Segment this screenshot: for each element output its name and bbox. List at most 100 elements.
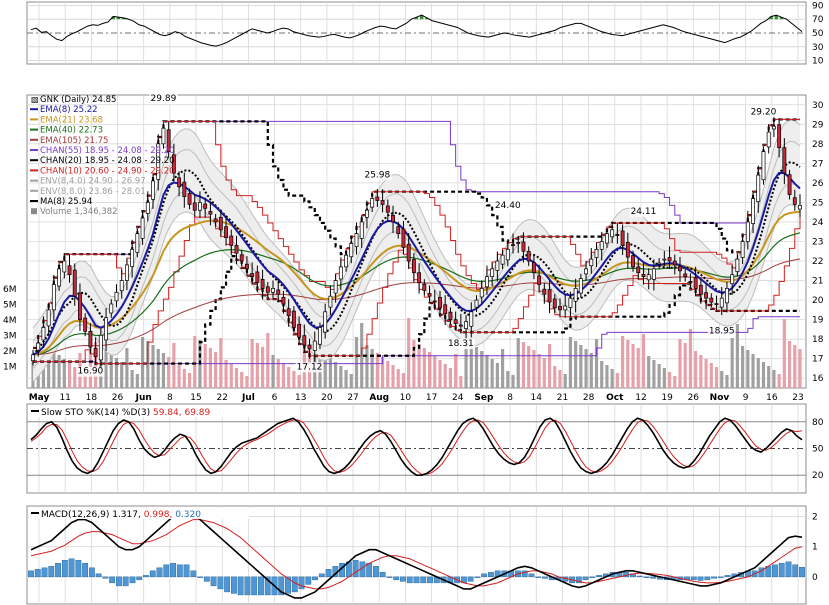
legend-item: Volume 1,346,382: [31, 207, 118, 217]
macd-histogram-bar: [237, 576, 244, 596]
macd-histogram-bar: [41, 567, 48, 578]
macd-histogram-bar: [170, 563, 176, 578]
macd-histogram-bar: [305, 576, 312, 585]
candle-body: [479, 288, 484, 298]
envelope-8-lower: [32, 204, 801, 383]
candle-body: [511, 244, 515, 246]
volume-bar: [751, 354, 755, 388]
envelope-4-lower: [32, 183, 801, 369]
volume-bar: [673, 376, 677, 388]
candle-body: [709, 297, 714, 303]
macd-histogram-bar: [413, 576, 420, 584]
volume-bar: [501, 349, 505, 388]
candle-body: [432, 300, 437, 303]
x-axis-label: 28: [583, 393, 595, 403]
macd-title-bg: [29, 508, 249, 519]
macd-histogram-bar: [88, 567, 95, 578]
volume-bar: [328, 358, 332, 388]
x-axis-label: Jul: [241, 393, 255, 403]
macd-histogram-bar: [697, 576, 704, 581]
candle-body: [756, 174, 761, 203]
price-annotation: 24.11: [631, 207, 657, 217]
volume-bar: [433, 356, 437, 388]
volume-bar: [443, 364, 447, 388]
volume-bar: [412, 340, 416, 388]
macd-line: [30, 509, 803, 599]
x-axis-label: Oct: [606, 393, 624, 403]
price-annotation: 29.89: [151, 94, 177, 104]
candle-body: [72, 269, 77, 297]
candle-body: [537, 275, 542, 285]
macd-histogram-bar: [224, 576, 231, 593]
macd-histogram-bar: [542, 576, 548, 579]
channel-10-lower: [33, 212, 801, 365]
volume-bar: [57, 355, 61, 388]
volume-bar: [365, 345, 369, 388]
macd-histogram-bar: [75, 560, 82, 578]
candle-body: [411, 259, 416, 274]
candle-body: [735, 258, 740, 272]
candle-body: [469, 311, 474, 327]
ema-21-line: [32, 210, 801, 356]
price-annotation: 16.90: [78, 367, 104, 377]
price-annotation-bg: [707, 326, 736, 337]
rsi-tick-label: 10: [812, 57, 824, 67]
volume-tick-label: 4M: [3, 316, 17, 326]
volume-bar: [354, 337, 359, 388]
price-tick-label: 22: [812, 257, 823, 267]
volume-bar: [735, 324, 739, 388]
legend-item: CHAN(20) 18.95 - 24.08 - 29.20: [30, 156, 175, 166]
candle-body: [704, 292, 709, 299]
candle-body: [78, 292, 82, 320]
volume-bar: [334, 362, 338, 388]
x-axis-label: 21: [557, 393, 568, 403]
volume-bar: [297, 375, 301, 388]
candle-body: [672, 260, 677, 266]
candle-body: [683, 273, 688, 278]
candle-body: [589, 258, 594, 267]
candle-body: [291, 310, 296, 328]
volume-bar: [741, 346, 745, 388]
volume-bar: [761, 362, 766, 388]
candle-body: [594, 248, 599, 258]
candle-body: [605, 233, 609, 244]
candle-body: [740, 241, 745, 258]
volume-bar: [506, 371, 510, 388]
volume-tick-label: 6M: [3, 285, 17, 295]
macd-histogram-bar: [264, 576, 271, 596]
volume-bar: [600, 361, 604, 388]
candle-body: [782, 147, 787, 174]
candle-body: [688, 280, 693, 283]
volume-bar: [485, 355, 489, 388]
macd-histogram-bar: [318, 573, 325, 578]
candle-body: [391, 214, 395, 223]
macd-histogram-bar: [400, 576, 406, 582]
volume-bar: [438, 360, 442, 388]
ma-8-line: [32, 161, 801, 356]
candle-body: [443, 304, 448, 315]
rsi-line: [30, 14, 803, 47]
rsi-tick-label: 50: [812, 29, 824, 39]
rsi-tick-label: 90: [812, 1, 824, 11]
volume-bar: [490, 359, 494, 388]
candle-body: [401, 228, 406, 248]
candle-body: [104, 317, 108, 341]
x-axis-label: 16: [766, 393, 778, 403]
price-annotation: 25.98: [364, 170, 390, 180]
volume-bar: [130, 370, 134, 388]
x-axis-label: May: [29, 393, 50, 403]
volume-bar: [276, 359, 280, 388]
legend-label: EMA(8) 25.22: [40, 105, 98, 115]
candle-body: [323, 311, 328, 333]
price-annotation: 18.31: [448, 339, 474, 349]
price-annotation-bg: [493, 201, 522, 212]
candle-body: [98, 334, 103, 361]
candle-body: [213, 218, 218, 223]
candle-body: [458, 324, 463, 327]
legend-label: Volume 1,346,382: [40, 207, 118, 217]
price-tick-label: 30: [812, 101, 824, 111]
candle-body: [678, 266, 682, 272]
volume-bar: [714, 367, 719, 388]
stoch-tick-label: 20: [812, 471, 824, 481]
price-tick-label: 29: [812, 120, 824, 130]
